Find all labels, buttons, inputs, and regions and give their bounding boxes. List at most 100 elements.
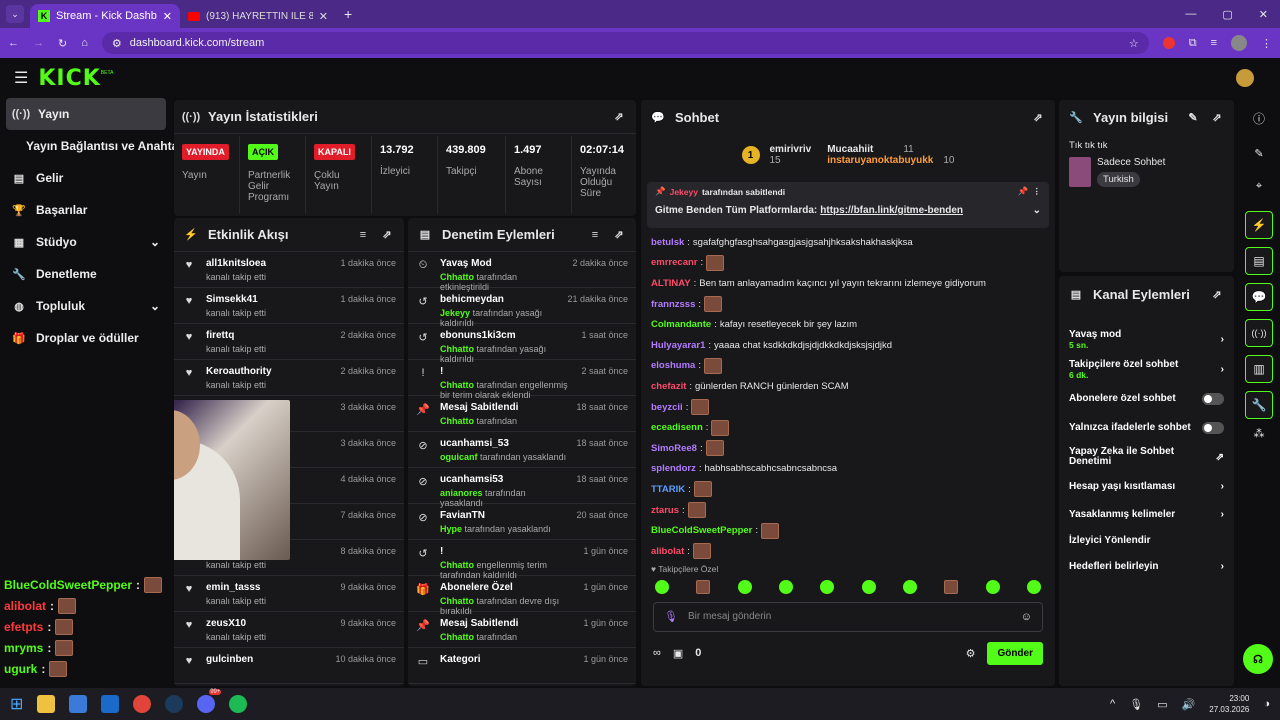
discord-icon[interactable]: 99+ bbox=[197, 689, 222, 713]
set-goals-action[interactable]: Hedefleri belirleyin › bbox=[1059, 552, 1234, 580]
chat-message[interactable]: betulsk: sgafafghgfasghsahgasgjasjgsahjh… bbox=[651, 236, 913, 248]
activity-item[interactable]: ♥ Simsekk41 kanalı takip etti 1 dakika önce bbox=[174, 288, 404, 324]
pinned-link[interactable]: https://bfan.link/gitme-benden bbox=[820, 205, 964, 216]
activity-item[interactable]: ♥ firettq kanalı takip etti 2 dakika önce bbox=[174, 324, 404, 360]
minimize-icon[interactable]: — bbox=[1185, 8, 1197, 20]
chat-username[interactable]: chefazit bbox=[651, 380, 687, 392]
top-gifter-name[interactable]: emirivriv bbox=[769, 144, 812, 155]
site-info-icon[interactable]: ⚙ bbox=[111, 37, 122, 50]
emoji-icon[interactable]: ☺ bbox=[1020, 610, 1032, 623]
moderation-item[interactable]: 🎁 Abonelere Özel Chhatto tarafından devre … bbox=[408, 576, 636, 616]
chat-username[interactable]: alibolat bbox=[651, 545, 685, 557]
reload-icon[interactable]: ↻ bbox=[58, 37, 68, 50]
chat-username[interactable]: BlueColdSweetPepper bbox=[651, 525, 753, 537]
home-icon[interactable]: ⌂ bbox=[81, 37, 88, 49]
maximize-icon[interactable]: ▢ bbox=[1222, 8, 1233, 21]
profile-avatar[interactable] bbox=[1231, 35, 1247, 51]
chat-message[interactable]: TTARIK: bbox=[641, 479, 1055, 500]
community-icon[interactable]: ⁂ bbox=[1253, 428, 1265, 440]
chat-message[interactable]: Colmandante: kafayı resetleyecek bir şey… bbox=[651, 319, 858, 331]
chat-message[interactable]: eceadisenn: bbox=[641, 417, 1055, 438]
forward-icon[interactable]: → bbox=[33, 37, 44, 49]
close-icon[interactable]: ✕ bbox=[318, 10, 328, 23]
sidebar-item-community[interactable]: ◍ Topluluk ⌄ bbox=[0, 290, 172, 322]
chat-message[interactable]: frannzsss: bbox=[641, 294, 1055, 315]
network-icon[interactable]: ▭ bbox=[1157, 698, 1168, 711]
chat-message[interactable]: eloshuma: bbox=[641, 356, 1055, 377]
top-gifter-name[interactable]: instaruyanoktabuyukk bbox=[827, 155, 934, 166]
help-button[interactable]: ☊ bbox=[1243, 644, 1273, 674]
controls-icon[interactable]: ▥ bbox=[1245, 355, 1273, 383]
emote-icon[interactable] bbox=[820, 579, 835, 594]
file-explorer-icon[interactable] bbox=[37, 695, 56, 713]
kick-logo[interactable]: KICK bbox=[38, 65, 101, 91]
close-icon[interactable]: ✕ bbox=[162, 10, 172, 23]
extension-icon[interactable] bbox=[1162, 37, 1175, 49]
mic-icon[interactable]: 🎙 bbox=[1129, 698, 1144, 711]
media-icon[interactable]: ≡ bbox=[1210, 37, 1217, 49]
emote-icon[interactable] bbox=[1026, 579, 1041, 594]
sidebar-item-stream[interactable]: ((·)) Yayın bbox=[6, 98, 166, 130]
chat-username[interactable]: betulsk bbox=[651, 236, 685, 248]
emote-icon[interactable] bbox=[944, 579, 959, 594]
emote-icon[interactable] bbox=[737, 579, 752, 594]
emote-icon[interactable] bbox=[778, 579, 793, 594]
moderation-item[interactable]: ⊘ ucanhamsi53 anianores tarafından yasakla… bbox=[408, 468, 636, 508]
broadcast-icon[interactable]: ((·)) bbox=[1245, 319, 1273, 347]
clock[interactable]: 23:00 27.03.2026 bbox=[1209, 693, 1249, 715]
tray-chevron-icon[interactable]: ^ bbox=[1110, 698, 1116, 710]
chat-input[interactable]: 🎙 Bir mesaj gönderin ☺ bbox=[653, 601, 1043, 632]
filter-icon[interactable]: ≡ bbox=[591, 228, 599, 241]
activity-item[interactable]: ♥ all1knitsloea kanalı takip etti 1 dakika … bbox=[174, 252, 404, 288]
emote-icon[interactable] bbox=[985, 579, 1000, 594]
more-icon[interactable]: ⋮ bbox=[1032, 186, 1042, 196]
puzzle-icon[interactable]: ⧉ bbox=[1188, 36, 1197, 49]
moderation-item[interactable]: ↺! Chhatto engellenmiş terim tarafından k… bbox=[408, 540, 636, 580]
top-gifter-name[interactable]: Mucaahiit bbox=[827, 144, 874, 155]
spotify-icon[interactable] bbox=[229, 695, 248, 713]
chat-username[interactable]: frannzsss bbox=[651, 298, 696, 310]
chat-username[interactable]: ztarus bbox=[651, 504, 679, 516]
activity-item[interactable]: ♥ Keroauthority kanalı takip etti 2 dakika … bbox=[174, 360, 404, 396]
info-icon[interactable]: ⓘ bbox=[1252, 112, 1265, 126]
sidebar-item-drops[interactable]: 🎁 Droplar ve ödüller bbox=[0, 322, 172, 354]
chat-message[interactable]: splendorz: habhsabhscabhcsabncsabncsa bbox=[651, 463, 838, 475]
points-icon[interactable]: ∞ bbox=[653, 647, 661, 659]
banned-words-action[interactable]: Yasaklanmış kelimeler › bbox=[1059, 500, 1234, 528]
document-icon[interactable]: ▤ bbox=[1245, 247, 1273, 275]
edit-icon[interactable]: ✎ bbox=[1188, 111, 1198, 124]
wrench-icon[interactable]: 🔧 bbox=[1245, 391, 1273, 419]
chat-username[interactable]: splendorz bbox=[651, 463, 696, 475]
chat-username[interactable]: eceadisenn bbox=[651, 422, 703, 434]
user-avatar[interactable] bbox=[1236, 69, 1254, 87]
moderation-item[interactable]: ▭ Kategori 1 gün önce bbox=[408, 648, 636, 684]
tab-search-icon[interactable]: ⌄ bbox=[6, 5, 24, 23]
menu-icon[interactable]: ⋮ bbox=[1261, 37, 1272, 50]
emote-icon[interactable] bbox=[696, 579, 711, 594]
steam-icon[interactable] bbox=[165, 695, 184, 713]
hamburger-icon[interactable]: ☰ bbox=[14, 70, 29, 87]
chat-message[interactable]: ALTINAY: Ben tam anlayamadım kaçıncı yıl… bbox=[651, 277, 986, 289]
popout-icon[interactable]: ⇗ bbox=[1212, 288, 1222, 301]
filter-icon[interactable]: ≡ bbox=[359, 228, 367, 241]
emote-icon[interactable] bbox=[655, 579, 669, 594]
moderation-item[interactable]: !! Chhatto tarafından engellenmiş bir ter… bbox=[408, 360, 636, 400]
store-icon[interactable] bbox=[69, 695, 88, 713]
chat-username[interactable]: Hulyayarar1 bbox=[651, 339, 706, 351]
activity-item[interactable]: ♥ zeusX10 kanalı takip etti 9 dakika önce bbox=[174, 612, 404, 648]
moderation-item[interactable]: 📌 Mesaj Sabitlendi Chhatto tarafından 18 sa… bbox=[408, 396, 636, 432]
chat-message[interactable]: BlueColdSweetPepper: bbox=[641, 520, 1055, 541]
chat-message[interactable]: chefazit: günlerden RANCH günlerden SCAM bbox=[651, 380, 849, 392]
popout-icon[interactable]: ⇗ bbox=[614, 229, 624, 241]
mic-icon[interactable]: 🎙 bbox=[664, 611, 678, 623]
sidebar-item-revenue[interactable]: ▤ Gelir bbox=[0, 162, 172, 194]
chat-username[interactable]: Colmandante bbox=[651, 319, 712, 331]
chat-message[interactable]: alibolat: bbox=[641, 541, 1055, 562]
chat-username[interactable]: beyzcii bbox=[651, 401, 683, 413]
moderation-item[interactable]: ⏲ Yavaş Mod Chhatto tarafından etkinleştir… bbox=[408, 252, 636, 292]
lightning-icon[interactable]: ⚡ bbox=[1245, 211, 1273, 239]
sidebar-item-moderation[interactable]: 🔧 Denetleme bbox=[0, 258, 172, 290]
chat-username[interactable]: SimoRee8 bbox=[651, 442, 697, 454]
moderation-item[interactable]: ↺ ebonuns1ki3cm Chhatto tarafından yasağı … bbox=[408, 324, 636, 364]
window-close-icon[interactable]: ✕ bbox=[1258, 8, 1268, 21]
